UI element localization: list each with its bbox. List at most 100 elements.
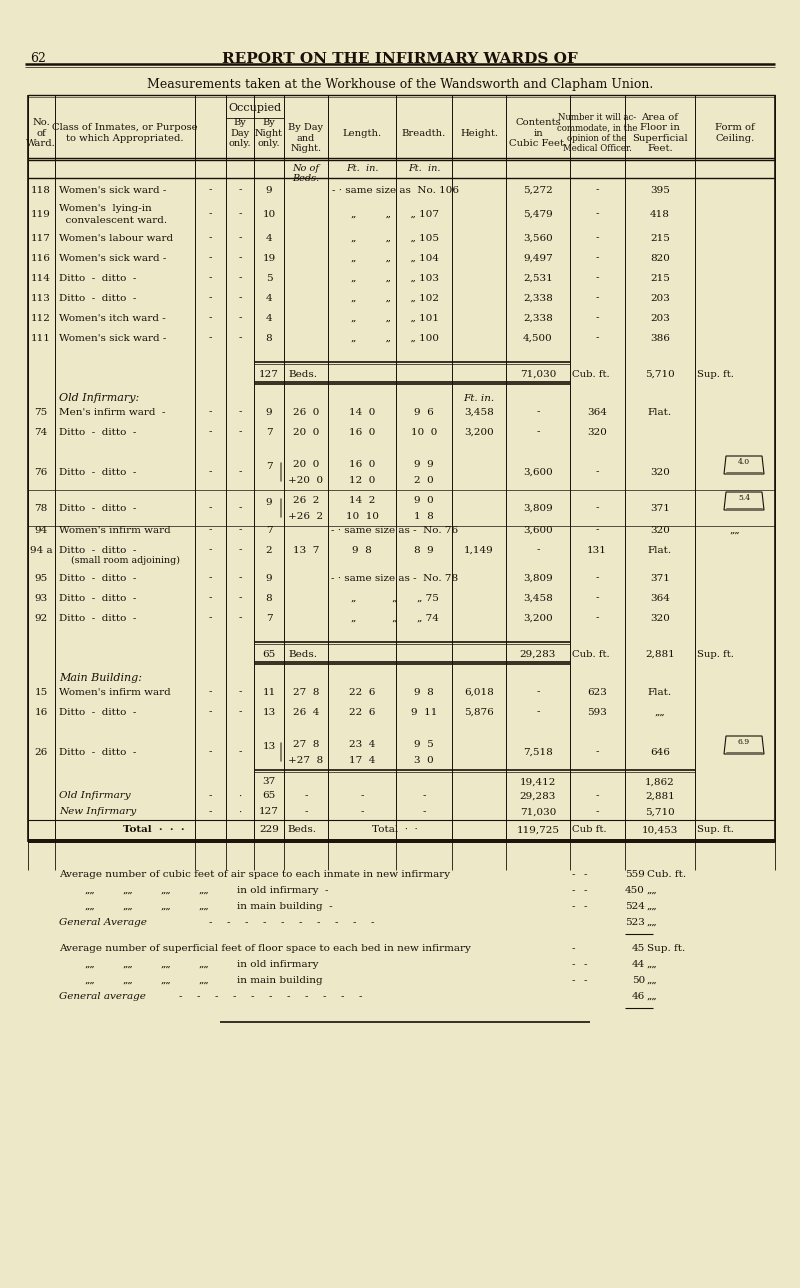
Text: 7: 7 [266, 428, 272, 437]
Text: 3,600: 3,600 [523, 526, 553, 535]
Text: -: - [422, 792, 426, 801]
Text: 19,412: 19,412 [520, 778, 556, 787]
Text: 7: 7 [266, 461, 272, 470]
Text: 26: 26 [34, 747, 48, 756]
Text: New Infirmary: New Infirmary [59, 808, 136, 817]
Text: Men's infirm ward  -: Men's infirm ward - [59, 407, 166, 416]
Text: 20  0: 20 0 [293, 460, 319, 469]
Text: 10  10: 10 10 [346, 511, 378, 520]
Text: +26  2: +26 2 [289, 511, 323, 520]
Text: -: - [208, 210, 212, 219]
Text: 523: 523 [625, 918, 645, 927]
Text: -: - [304, 792, 308, 801]
Text: -: - [595, 808, 598, 817]
Text: „         „      „ 100: „ „ „ 100 [351, 334, 439, 343]
Text: -: - [238, 210, 242, 219]
Text: 10  0: 10 0 [411, 428, 437, 437]
Text: 9: 9 [266, 407, 272, 416]
Text: 9  5: 9 5 [414, 739, 434, 748]
Text: in old infirmary: in old infirmary [237, 960, 318, 969]
Text: 23  4: 23 4 [349, 739, 375, 748]
Text: in old infirmary  -: in old infirmary - [237, 886, 329, 895]
Text: „„: „„ [199, 886, 210, 895]
Text: -: - [208, 613, 212, 622]
Text: 2,338: 2,338 [523, 313, 553, 322]
Text: -: - [572, 960, 575, 969]
Text: Cub. ft.: Cub. ft. [572, 370, 610, 379]
Text: Ditto  -  ditto  -: Ditto - ditto - [59, 546, 136, 555]
Text: By
Night
only.: By Night only. [255, 118, 283, 148]
Text: 5: 5 [266, 273, 272, 282]
Text: -: - [304, 808, 308, 817]
Text: 203: 203 [650, 313, 670, 322]
Text: 10: 10 [262, 210, 276, 219]
Text: General Average: General Average [59, 918, 147, 927]
Text: 9,497: 9,497 [523, 254, 553, 263]
Text: -: - [595, 334, 598, 343]
Text: 127: 127 [259, 370, 279, 379]
Text: No of
Beds.: No of Beds. [292, 164, 320, 183]
Text: -: - [572, 902, 575, 911]
Text: -: - [208, 468, 212, 477]
Text: 2,881: 2,881 [645, 649, 675, 658]
Text: Cub. ft.: Cub. ft. [647, 869, 686, 878]
Text: Old Infirmary:: Old Infirmary: [59, 393, 139, 403]
Text: 20  0: 20 0 [293, 428, 319, 437]
Text: „„: „„ [199, 960, 210, 969]
Text: -: - [208, 185, 212, 194]
Text: 29,283: 29,283 [520, 649, 556, 658]
Text: 13: 13 [262, 742, 276, 751]
Text: 76: 76 [34, 468, 48, 477]
Text: -: - [238, 254, 242, 263]
Text: -: - [238, 294, 242, 303]
Text: 4.0: 4.0 [738, 459, 750, 466]
Text: +20  0: +20 0 [289, 475, 323, 484]
Text: -: - [359, 992, 362, 1001]
Text: Women's itch ward -: Women's itch ward - [59, 313, 166, 322]
Text: 13  7: 13 7 [293, 546, 319, 555]
Text: -: - [238, 747, 242, 756]
Text: 15: 15 [34, 688, 48, 697]
Text: 62: 62 [30, 52, 46, 64]
Text: „         „      „ 104: „ „ „ 104 [351, 254, 439, 263]
Text: 3,560: 3,560 [523, 233, 553, 242]
Text: 371: 371 [650, 504, 670, 513]
Text: -: - [208, 747, 212, 756]
Text: 203: 203 [650, 294, 670, 303]
Text: in main building  -: in main building - [237, 902, 333, 911]
Text: By Day
and
Night.: By Day and Night. [289, 124, 323, 153]
Text: 22  6: 22 6 [349, 707, 375, 716]
Text: „„: „„ [647, 992, 658, 1001]
Text: -: - [595, 294, 598, 303]
Text: -: - [197, 992, 201, 1001]
Text: „„: „„ [123, 976, 134, 985]
Text: -: - [595, 526, 598, 535]
Text: -: - [572, 886, 575, 895]
Text: Sup. ft.: Sup. ft. [647, 944, 686, 953]
Text: -: - [208, 573, 212, 582]
Text: 14  0: 14 0 [349, 407, 375, 416]
Text: 4: 4 [266, 294, 272, 303]
Text: 131: 131 [587, 546, 607, 555]
Text: 26  2: 26 2 [293, 496, 319, 505]
Text: 78: 78 [34, 504, 48, 513]
Text: 65: 65 [262, 792, 276, 801]
Text: -: - [208, 254, 212, 263]
Text: 26  0: 26 0 [293, 407, 319, 416]
Text: -: - [305, 992, 309, 1001]
Text: „„: „„ [85, 960, 96, 969]
Text: 17  4: 17 4 [349, 756, 375, 765]
Text: -: - [536, 707, 540, 716]
Text: -: - [323, 992, 326, 1001]
Text: 119: 119 [31, 210, 51, 219]
Text: By
Day
only.: By Day only. [229, 118, 251, 148]
Text: 1,149: 1,149 [464, 546, 494, 555]
Text: 111: 111 [31, 334, 51, 343]
Text: - · same size as -  No. 78: - · same size as - No. 78 [331, 573, 458, 582]
Text: -: - [238, 688, 242, 697]
Text: 6,018: 6,018 [464, 688, 494, 697]
Text: Average number of superficial feet of floor space to each bed in new infirmary: Average number of superficial feet of fl… [59, 944, 471, 953]
Text: -: - [238, 573, 242, 582]
Text: 364: 364 [650, 594, 670, 603]
Text: 12  0: 12 0 [349, 475, 375, 484]
